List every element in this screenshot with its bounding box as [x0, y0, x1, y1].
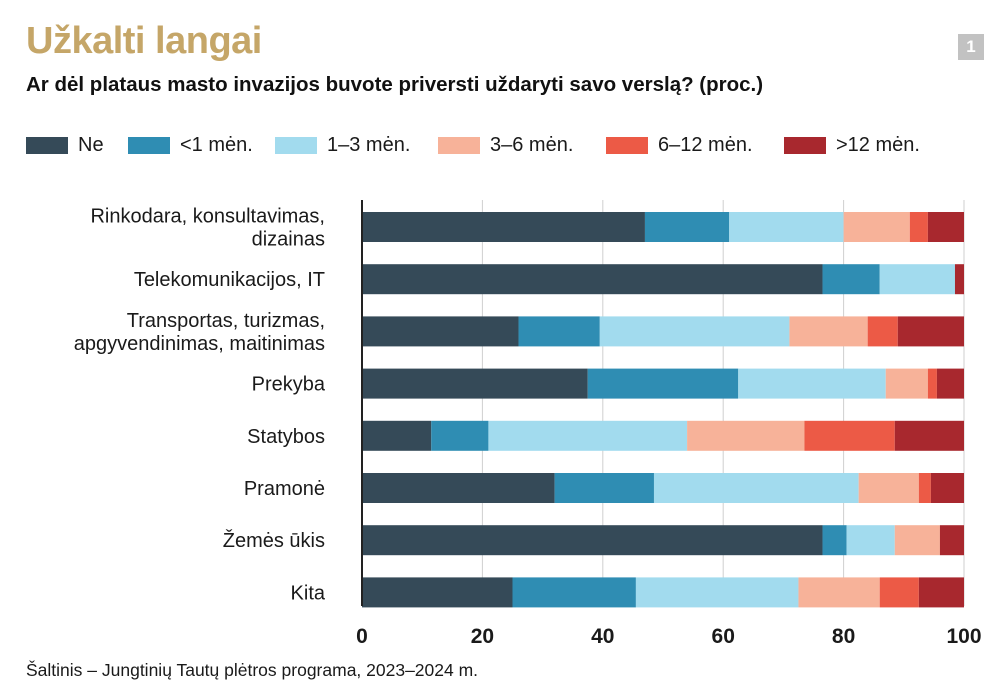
category-label-0-line1: dizainas: [252, 229, 325, 251]
page-number-badge: 1: [958, 34, 984, 60]
legend-swatch-3-6: [438, 136, 480, 154]
bar-segment-row7-series2: [635, 577, 799, 608]
bar-segment-row0-series4: [909, 212, 928, 242]
x-tick-label-100: 100: [946, 625, 981, 648]
bar-segment-row2-series4: [867, 316, 898, 347]
legend-label-lt1: <1 mėn.: [180, 133, 253, 156]
legend-item-3-6: 3–6 mėn.: [438, 130, 573, 160]
bar-segment-row1-series0: [362, 264, 823, 295]
bar-segment-row3-series1: [587, 368, 739, 399]
bar-segment-row2-series0: [362, 316, 519, 347]
bar-segment-row4-series5: [894, 420, 964, 451]
legend-item-lt1: <1 mėn.: [128, 130, 253, 160]
bar-segment-row1-series1: [822, 264, 880, 295]
legend-swatch-lt1: [128, 136, 170, 154]
bar-segment-row3-series2: [738, 368, 886, 399]
legend: Ne <1 mėn. 1–3 mėn. 3–6 mėn. 6–12 mėn. >…: [26, 130, 986, 160]
bar-segment-row4-series3: [687, 420, 805, 451]
bar-segment-row2-series1: [518, 316, 600, 347]
bar-segment-row1-series2: [879, 264, 955, 295]
legend-label-3-6: 3–6 mėn.: [490, 133, 574, 156]
bar-segment-row5-series1: [554, 473, 654, 503]
legend-item-6-12: 6–12 mėn.: [606, 130, 753, 160]
bar-segment-row4-series1: [431, 420, 489, 451]
chart-subtitle: Ar dėl plataus masto invazijos buvote pr…: [26, 73, 764, 96]
bar-segment-row5-series2: [653, 473, 859, 503]
bar-segment-row3-series3: [885, 368, 928, 399]
bar-segment-row6-series0: [362, 525, 823, 556]
x-tick-label-20: 20: [471, 625, 494, 648]
legend-swatch-6-12: [606, 136, 648, 154]
bar-segment-row0-series3: [843, 212, 910, 242]
bar-segment-row1-series5: [954, 264, 964, 295]
bar-segment-row6-series2: [846, 525, 895, 556]
legend-item-1-3: 1–3 mėn.: [275, 130, 410, 160]
legend-item-gt12: >12 mėn.: [784, 130, 920, 160]
legend-swatch-gt12: [784, 136, 826, 154]
bar-segment-row4-series4: [804, 420, 895, 451]
category-label-5-line0: Pramonė: [244, 478, 325, 500]
bar-segment-row6-series1: [822, 525, 847, 556]
legend-label-6-12: 6–12 mėn.: [658, 133, 753, 156]
bar-segment-row2-series3: [789, 316, 868, 347]
bar-segment-row0-series0: [362, 212, 645, 242]
source-note: Šaltinis – Jungtinių Tautų plėtros progr…: [26, 660, 479, 680]
bar-segment-row3-series5: [936, 368, 964, 399]
bar-segment-row5-series5: [930, 473, 964, 503]
bar-segment-row0-series5: [927, 212, 964, 242]
bar-segment-row6-series3: [894, 525, 940, 556]
category-label-2-line0: Transportas, turizmas,: [127, 310, 325, 332]
category-label-4-line0: Statybos: [247, 426, 325, 448]
category-label-3-line0: Prekyba: [252, 374, 326, 396]
bar-segment-row4-series0: [362, 420, 432, 451]
category-label-0-line0: Rinkodara, konsultavimas,: [90, 206, 325, 228]
bar-segment-row7-series3: [798, 577, 880, 608]
chart-title: Užkalti langai: [26, 20, 262, 62]
category-label-7-line0: Kita: [291, 582, 326, 604]
bar-segment-row7-series4: [879, 577, 919, 608]
bar-segment-row0-series2: [729, 212, 844, 242]
bar-segment-row5-series3: [858, 473, 919, 503]
bar-segment-row0-series1: [644, 212, 730, 242]
bar-segment-row2-series5: [897, 316, 964, 347]
legend-label-gt12: >12 mėn.: [836, 133, 920, 156]
legend-swatch-1-3: [275, 136, 317, 154]
x-tick-label-40: 40: [591, 625, 614, 648]
legend-label-1-3: 1–3 mėn.: [327, 133, 411, 156]
bar-segment-row5-series4: [918, 473, 931, 503]
bar-segment-row5-series0: [362, 473, 555, 503]
category-label-1-line0: Telekomunikacijos, IT: [134, 269, 325, 291]
x-tick-label-80: 80: [832, 625, 855, 648]
legend-swatch-ne: [26, 136, 68, 154]
bar-segment-row6-series5: [939, 525, 964, 556]
legend-label-ne: Ne: [78, 133, 104, 156]
bar-segment-row3-series0: [362, 368, 588, 399]
x-tick-label-0: 0: [356, 625, 368, 648]
legend-item-ne: Ne: [26, 130, 104, 160]
x-tick-label-60: 60: [712, 625, 735, 648]
bar-segment-row7-series0: [362, 577, 513, 608]
bar-segment-row7-series1: [512, 577, 636, 608]
bar-segment-row4-series2: [488, 420, 688, 451]
bar-segment-row3-series4: [927, 368, 937, 399]
category-label-6-line0: Žemės ūkis: [223, 529, 325, 552]
bar-segment-row2-series2: [599, 316, 790, 347]
bar-segment-row7-series5: [918, 577, 964, 608]
category-label-2-line1: apgyvendinimas, maitinimas: [74, 333, 325, 355]
